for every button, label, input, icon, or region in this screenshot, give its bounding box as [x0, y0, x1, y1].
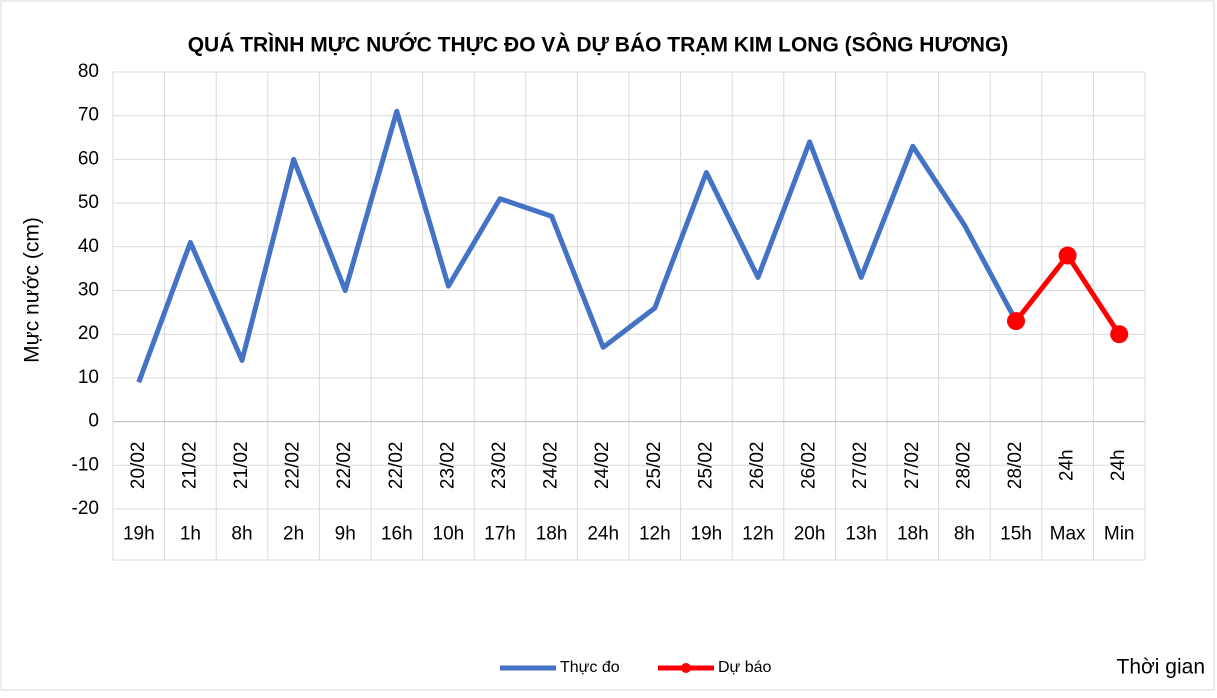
y-tick-label: 20	[78, 323, 99, 344]
x-tick-group-label: 20/02	[128, 442, 149, 490]
legend-label: Thực đo	[560, 659, 620, 676]
y-tick-label: 10	[78, 367, 99, 388]
x-tick-label: 8h	[954, 524, 975, 545]
x-tick-label: 12h	[742, 524, 774, 545]
x-tick-label: 8h	[231, 524, 252, 545]
x-tick-label: 19h	[123, 524, 155, 545]
y-axis-label: Mực nước (cm)	[21, 217, 44, 363]
y-tick-label: -20	[72, 498, 99, 519]
x-tick-label: 15h	[1000, 524, 1032, 545]
x-axis-label: Thời gian	[1117, 656, 1205, 679]
series-line	[136, 108, 1019, 384]
x-tick-group-label: 26/02	[799, 442, 820, 490]
x-tick-label: 9h	[335, 524, 356, 545]
x-tick-group-label: 24h	[1057, 449, 1078, 481]
x-tick-label: Min	[1104, 524, 1135, 545]
legend-label: Dự báo	[718, 659, 772, 676]
x-tick-label: 16h	[381, 524, 413, 545]
y-tick-label: 40	[78, 236, 99, 257]
x-tick-group-label: 25/02	[695, 442, 716, 490]
x-tick-group-label: 22/02	[283, 442, 304, 490]
y-tick-label: 80	[78, 61, 99, 82]
x-tick-group-label: 24/02	[592, 442, 613, 490]
x-tick-label: 18h	[897, 524, 929, 545]
series-marker	[1110, 325, 1129, 344]
x-tick-group-label: 27/02	[850, 442, 871, 490]
series-marker	[1007, 312, 1025, 331]
x-tick-group-label: 25/02	[644, 442, 665, 490]
series-marker	[1058, 246, 1077, 265]
x-tick-label: 18h	[536, 524, 568, 545]
x-tick-label: 1h	[180, 524, 201, 545]
x-tick-label: 10h	[433, 524, 465, 545]
x-tick-group-label: 23/02	[437, 442, 458, 490]
x-tick-label: 13h	[845, 524, 877, 545]
x-tick-label: 20h	[794, 524, 826, 545]
y-tick-label: 30	[78, 280, 99, 301]
y-tick-label: 50	[78, 192, 99, 213]
x-tick-group-label: 28/02	[1005, 442, 1026, 490]
y-tick-label: 0	[88, 411, 99, 432]
y-tick-label: -10	[72, 454, 99, 475]
x-tick-label: 17h	[484, 524, 516, 545]
x-tick-group-label: 21/02	[179, 442, 200, 490]
x-tick-group-label: 22/02	[334, 442, 355, 490]
chart-title: QUÁ TRÌNH MỰC NƯỚC THỰC ĐO VÀ DỰ BÁO TRẠ…	[188, 33, 1009, 57]
x-tick-group-label: 27/02	[902, 442, 923, 490]
y-tick-label: 60	[78, 148, 99, 169]
x-tick-group-label: 24h	[1108, 449, 1129, 481]
x-tick-group-label: 26/02	[747, 442, 768, 490]
x-tick-label: 2h	[283, 524, 304, 545]
legend-marker	[681, 663, 691, 673]
x-tick-group-label: 23/02	[489, 442, 510, 490]
x-tick-group-label: 28/02	[953, 442, 974, 490]
x-tick-label: Max	[1050, 524, 1086, 545]
x-tick-group-label: 22/02	[386, 442, 407, 490]
x-tick-group-label: 24/02	[541, 442, 562, 490]
x-tick-label: 24h	[587, 524, 619, 545]
x-tick-label: 19h	[691, 524, 723, 545]
y-tick-label: 70	[78, 105, 99, 126]
x-tick-group-label: 21/02	[231, 442, 252, 490]
x-tick-label: 12h	[639, 524, 671, 545]
